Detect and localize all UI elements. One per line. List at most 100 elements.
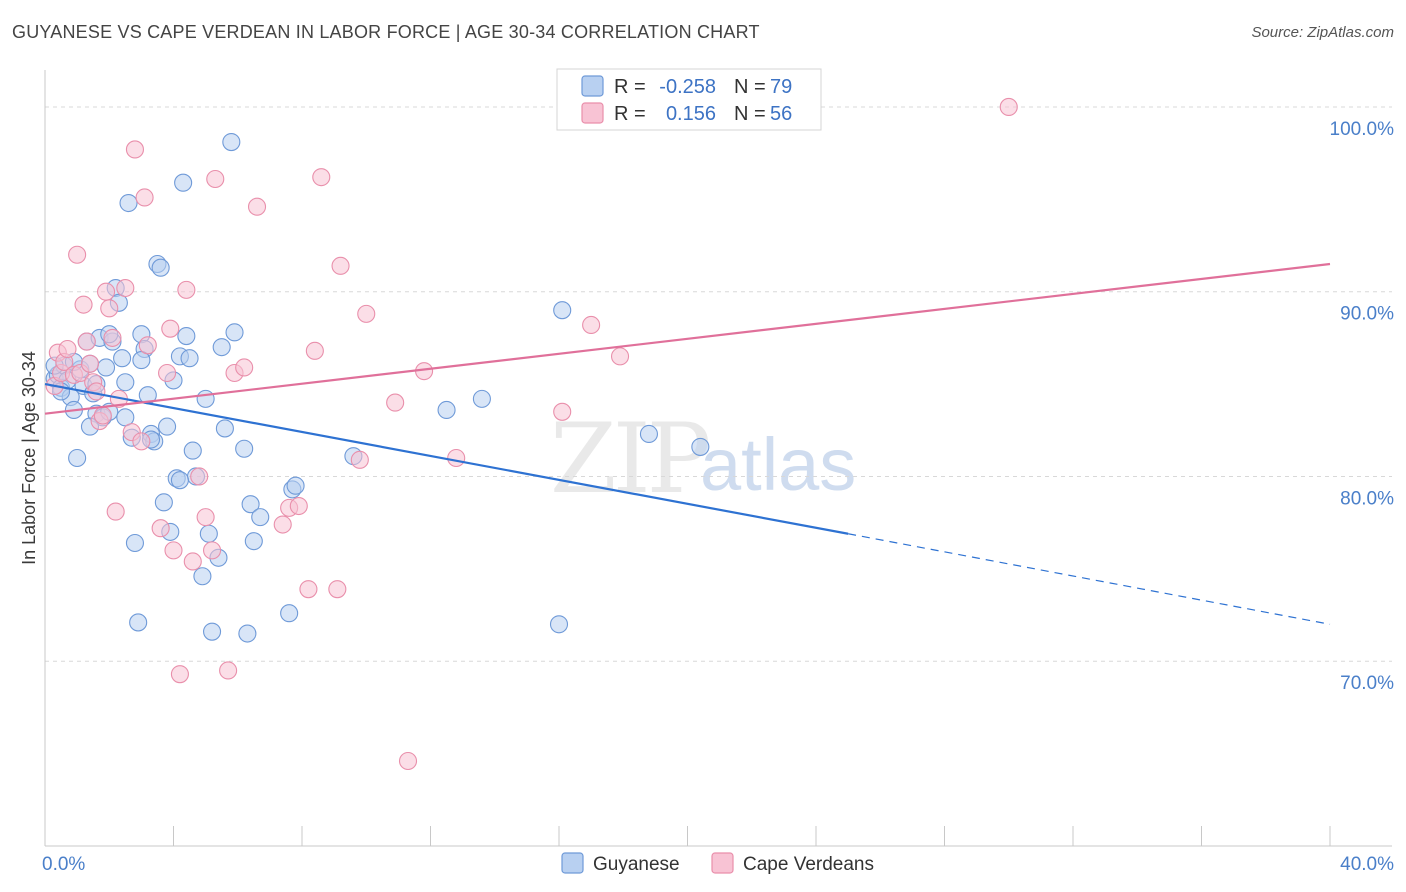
point-cape-verdeans-37: [219, 661, 238, 680]
point-cape-verdeans-48: [331, 256, 350, 275]
bottom-legend-label-cape-verdeans: Cape Verdeans: [743, 854, 874, 875]
trendline-guyanese-extrapolated: [848, 533, 1331, 625]
point-cape-verdeans-46: [312, 168, 331, 187]
watermark-zip: ZIP: [550, 403, 709, 515]
point-guyanese-52: [222, 133, 241, 152]
point-cape-verdeans-15: [96, 282, 116, 301]
point-guyanese-62: [437, 400, 456, 420]
point-guyanese-22: [116, 373, 135, 392]
point-cape-verdeans-9: [77, 332, 96, 351]
point-cape-verdeans-14: [93, 406, 112, 425]
point-guyanese-55: [241, 495, 260, 514]
point-guyanese-34: [154, 493, 173, 512]
point-cape-verdeans-16: [100, 299, 119, 318]
point-cape-verdeans-29: [164, 541, 183, 560]
point-cape-verdeans-10: [80, 354, 100, 373]
point-guyanese-45: [193, 567, 212, 586]
bottom-legend-swatch-guyanese: [561, 852, 584, 874]
point-cape-verdeans-20: [116, 278, 135, 298]
point-cape-verdeans-34: [196, 508, 215, 527]
point-cape-verdeans-49: [350, 450, 369, 469]
gridlines: [45, 106, 1392, 662]
point-guyanese-41: [177, 327, 196, 346]
point-guyanese-33: [151, 258, 170, 277]
bottom-legend-label-guyanese: Guyanese: [593, 854, 680, 875]
legend-r-value-guyanese: -0.258: [659, 76, 716, 98]
y-axis-label: In Labor Force | Age 30-34: [19, 351, 39, 565]
point-cape-verdeans-36: [206, 169, 225, 189]
watermark-atlas: atlas: [700, 423, 856, 506]
point-guyanese-65: [553, 301, 572, 320]
point-guyanese-64: [549, 615, 569, 634]
legend-n-label-guyanese: N =: [734, 76, 766, 98]
point-guyanese-48: [203, 622, 222, 641]
axes: [44, 70, 1392, 847]
legend-box: R = -0.258 N = 79 R = 0.156 N = 56: [556, 68, 822, 131]
point-guyanese-54: [235, 439, 254, 458]
legend-r-label-cape-verdeans: R =: [614, 103, 646, 125]
point-cape-verdeans-55: [553, 402, 572, 421]
point-guyanese-68: [170, 471, 189, 490]
point-cape-verdeans-30: [170, 665, 189, 684]
point-guyanese-35: [158, 417, 177, 436]
y-axis-tick-labels: 100.0% 90.0% 80.0% 70.0%: [1330, 119, 1395, 694]
point-cape-verdeans-41: [273, 515, 292, 534]
point-guyanese-40: [174, 173, 193, 192]
point-guyanese-63: [472, 389, 491, 408]
bottom-legend: Guyanese Cape Verdeans: [561, 852, 874, 875]
point-cape-verdeans-56: [582, 315, 601, 335]
point-cape-verdeans-26: [151, 519, 170, 538]
y-tick-label-80: 80.0%: [1340, 488, 1394, 509]
legend-swatch-cape-verdeans: [581, 102, 604, 124]
point-guyanese-51: [215, 419, 234, 438]
chart-title: GUYANESE VS CAPE VERDEAN IN LABOR FORCE …: [12, 22, 760, 42]
y-tick-label-70: 70.0%: [1340, 673, 1394, 694]
point-guyanese-66: [639, 424, 659, 444]
point-guyanese-53: [225, 323, 244, 342]
x-tick-label-min: 0.0%: [42, 854, 85, 875]
y-tick-label-90: 90.0%: [1340, 304, 1394, 325]
point-cape-verdeans-51: [386, 393, 405, 412]
point-cape-verdeans-4: [58, 339, 77, 359]
series-guyanese-points: [45, 133, 710, 643]
point-guyanese-74: [238, 624, 257, 643]
point-cape-verdeans-32: [183, 552, 202, 571]
point-guyanese-42: [180, 349, 199, 368]
point-cape-verdeans-47: [328, 580, 347, 599]
trendline-guyanese: [44, 383, 849, 535]
point-cape-verdeans-52: [398, 751, 418, 771]
point-guyanese-46: [196, 389, 215, 408]
point-cape-verdeans-35: [203, 541, 222, 560]
point-cape-verdeans-8: [74, 295, 93, 314]
point-cape-verdeans-18: [106, 502, 125, 521]
point-cape-verdeans-17: [103, 328, 122, 347]
point-cape-verdeans-23: [132, 432, 151, 451]
point-guyanese-43: [183, 441, 202, 460]
point-guyanese-26: [129, 613, 148, 632]
point-guyanese-47: [199, 524, 218, 543]
x-axis-ticks: [44, 826, 1331, 846]
point-cape-verdeans-45: [305, 341, 324, 360]
trend-lines: [44, 262, 1331, 625]
point-cape-verdeans-28: [161, 319, 180, 338]
point-cape-verdeans-39: [235, 358, 254, 377]
point-guyanese-50: [212, 338, 231, 357]
legend-n-value-guyanese: 79: [770, 76, 792, 98]
point-guyanese-60: [286, 476, 305, 495]
trendline-cape-verdeans: [44, 262, 1331, 415]
legend-n-value-cape-verdeans: 56: [770, 103, 792, 125]
point-cape-verdeans-50: [357, 304, 376, 323]
point-cape-verdeans-27: [158, 363, 177, 383]
point-guyanese-58: [280, 604, 299, 623]
source-label: Source: ZipAtlas.com: [1251, 24, 1394, 41]
point-cape-verdeans-33: [190, 467, 209, 486]
point-cape-verdeans-58: [999, 97, 1018, 117]
legend-swatch-guyanese: [581, 75, 604, 97]
point-cape-verdeans-43: [289, 496, 308, 516]
point-guyanese-56: [244, 532, 263, 551]
point-cape-verdeans-24: [135, 188, 154, 207]
point-guyanese-25: [125, 533, 144, 553]
x-tick-label-max: 40.0%: [1340, 854, 1394, 875]
point-guyanese-16: [96, 358, 116, 377]
